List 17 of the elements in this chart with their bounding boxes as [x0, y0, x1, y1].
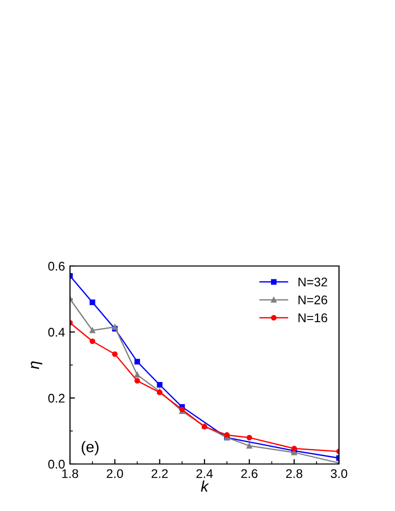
y-tick-label: 0.2: [48, 394, 65, 403]
legend-label: N=26: [298, 295, 328, 304]
legend-label: N=16: [298, 313, 328, 322]
x-tick-label: 2.0: [106, 469, 124, 478]
x-tick-label: 2.2: [152, 469, 168, 478]
x-tick-label: 2.6: [241, 469, 258, 478]
legend-label: N=32: [298, 278, 328, 286]
x-tick-label: 1.8: [62, 469, 78, 478]
y-tick-label: 0.0: [48, 460, 65, 469]
y-axis-title: η: [30, 361, 42, 369]
x-axis-title: k: [200, 480, 209, 492]
x-tick-label: 2.4: [196, 469, 213, 478]
x-tick-label: 3.0: [330, 469, 348, 478]
y-tick-label: 0.4: [48, 328, 65, 337]
annotation: (e): [82, 441, 98, 456]
y-tick-label: 0.6: [48, 262, 65, 271]
x-tick-label: 2.8: [286, 469, 302, 478]
